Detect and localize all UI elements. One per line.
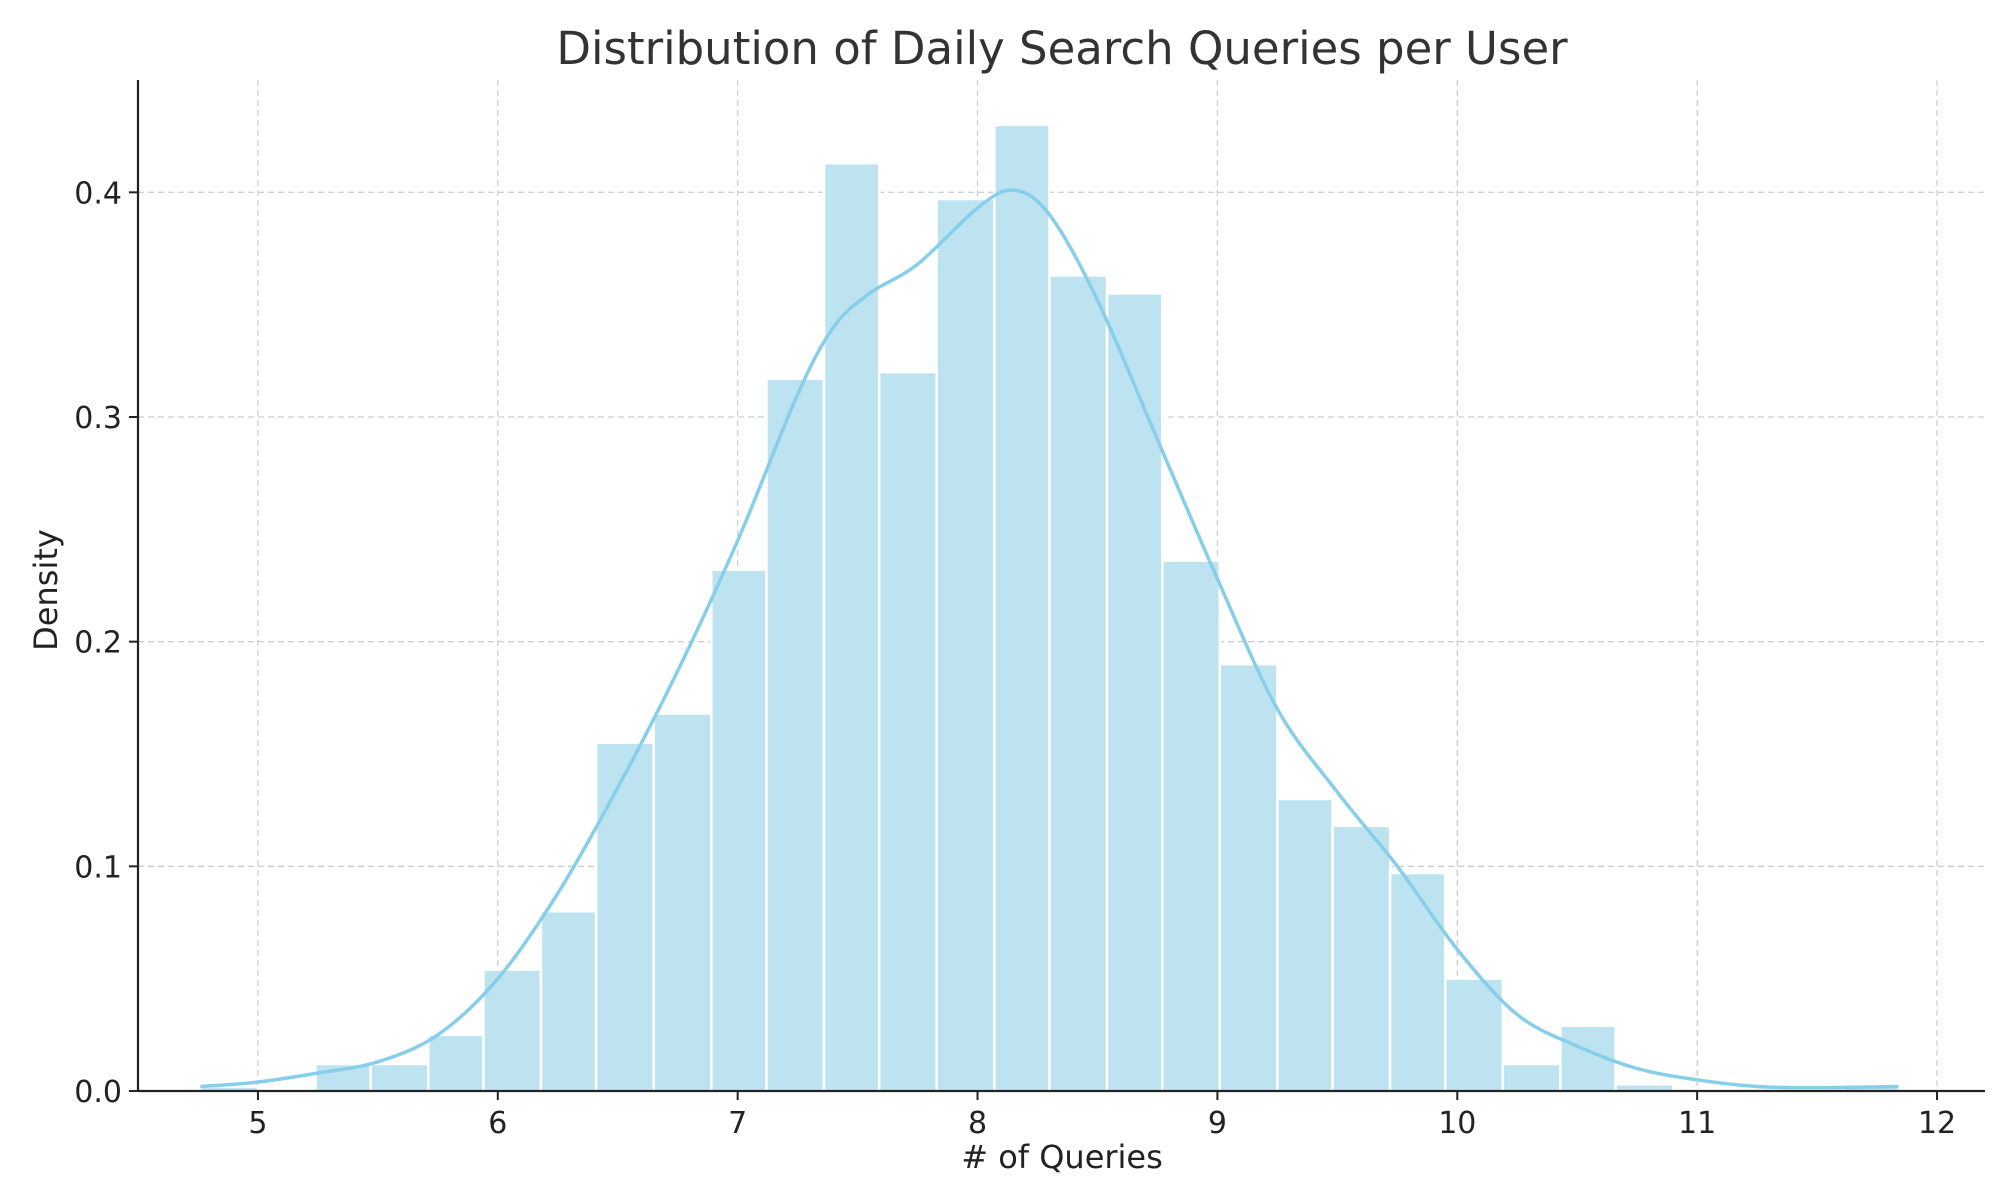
histogram-bar <box>539 910 598 1093</box>
x-axis-label: # of Queries <box>961 1138 1163 1176</box>
histogram-bar <box>822 161 881 1093</box>
histogram-bar <box>993 123 1051 1093</box>
x-tick-label: 9 <box>1208 1106 1227 1141</box>
histogram-bar <box>1048 274 1109 1093</box>
x-tick-label: 10 <box>1438 1106 1476 1141</box>
histogram-bar <box>765 377 826 1093</box>
chart-title: Distribution of Daily Search Queries per… <box>556 22 1568 75</box>
histogram-bar <box>1444 977 1505 1093</box>
histogram-bar <box>652 712 713 1093</box>
x-tick-label: 5 <box>248 1106 267 1141</box>
y-tick-label: 0.3 <box>74 401 122 436</box>
y-tick-label: 0.0 <box>74 1075 122 1110</box>
histogram-bar <box>935 197 996 1093</box>
histogram-bars <box>199 123 1900 1093</box>
histogram-bar <box>1105 292 1164 1093</box>
histogram-bar <box>426 1033 485 1093</box>
histogram-bar <box>369 1062 430 1093</box>
histogram-bar <box>1218 662 1279 1093</box>
histogram-bar <box>1160 559 1222 1093</box>
x-tick-label: 12 <box>1918 1106 1956 1141</box>
kde-curve <box>200 188 1899 1090</box>
x-tick-label: 11 <box>1678 1106 1716 1141</box>
histogram-bar <box>482 968 543 1093</box>
x-axis-ticks: 5 6 7 8 9 10 11 12 <box>248 1091 1956 1141</box>
y-tick-label: 0.1 <box>74 850 122 885</box>
x-tick-label: 8 <box>968 1106 987 1141</box>
histogram-bar <box>1331 824 1392 1093</box>
histogram-bar <box>1388 871 1447 1093</box>
x-tick-label: 6 <box>488 1106 507 1141</box>
y-tick-label: 0.2 <box>74 626 122 661</box>
histogram-bar <box>710 568 768 1093</box>
histogram-bar <box>1276 797 1334 1093</box>
y-tick-label: 0.4 <box>74 176 122 211</box>
y-axis-ticks: 0.0 0.1 0.2 0.3 0.4 <box>74 176 138 1110</box>
histogram-bar <box>877 370 939 1093</box>
histogram-bar <box>594 741 655 1093</box>
x-tick-label: 7 <box>728 1106 747 1141</box>
y-axis-label: Density <box>27 529 65 651</box>
histogram-bar <box>1501 1062 1562 1093</box>
